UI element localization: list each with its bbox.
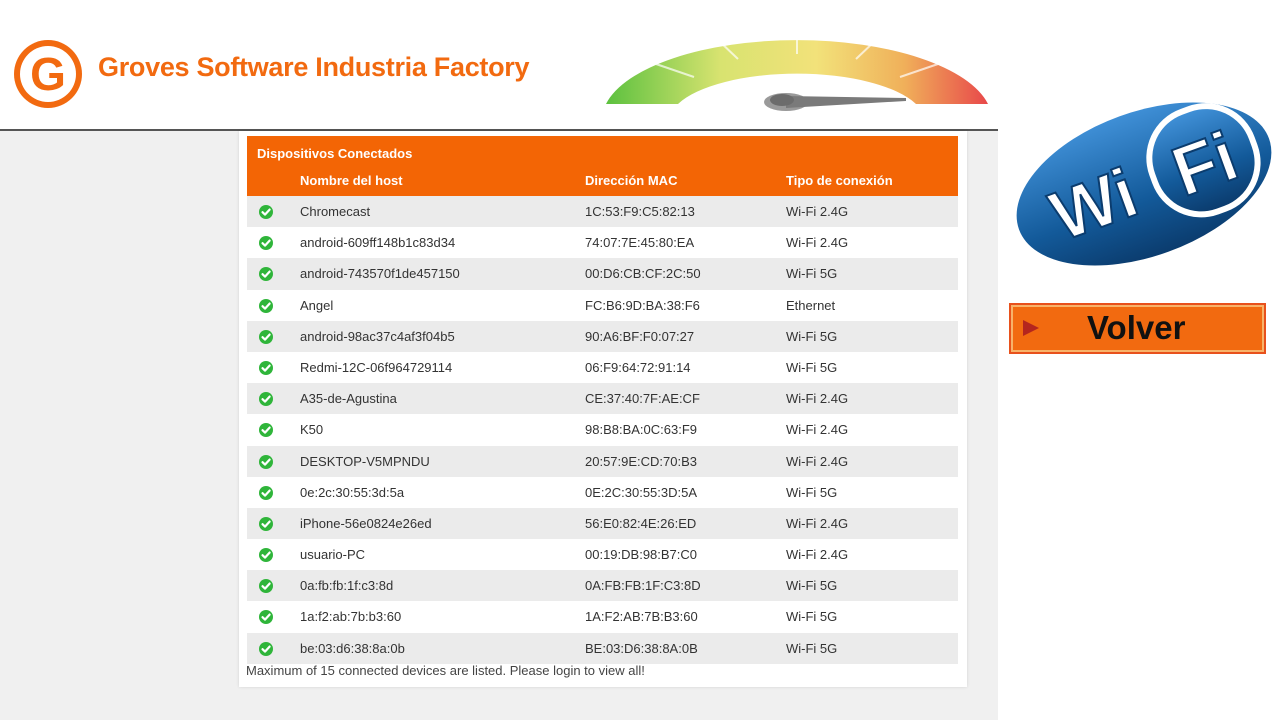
cell-host: K50 [300,422,324,438]
table-title: Dispositivos Conectados [257,146,413,161]
cell-host: Angel [300,297,334,313]
cell-mac: 74:07:7E:45:80:EA [585,235,695,251]
cell-connection-type: Wi-Fi 5G [786,328,838,344]
connected-devices-panel: Dispositivos Conectados Nombre del host … [239,131,967,687]
cell-host: 0e:2c:30:55:3d:5a [300,484,405,500]
check-circle-icon [259,548,273,563]
header-divider [0,129,998,131]
cell-connection-type: Wi-Fi 5G [786,484,838,500]
cell-mac: 20:57:9E:CD:70:B3 [585,453,698,469]
check-circle-icon [259,516,273,531]
table-row: 0e:2c:30:55:3d:5a 0E:2C:30:55:3D:5A Wi-Fi … [247,476,958,508]
cell-mac: 1C:53:F9:C5:82:13 [585,204,695,219]
check-circle-icon [259,329,273,344]
check-circle-icon [259,298,273,313]
column-header-mac: Dirección MAC [585,173,678,188]
cell-connection-type: Wi-Fi 5G [786,266,838,282]
check-circle-icon [259,485,273,500]
check-circle-icon [259,454,273,469]
speedometer-icon [606,31,988,111]
cell-host: DESKTOP-V5MPNDU [300,453,430,469]
brand-logo-icon: G [14,40,82,108]
check-circle-icon [259,360,273,375]
brand-name: Groves Software Industria Factory [98,52,530,82]
cell-mac: 00:D6:CB:CF:2C:50 [585,266,701,282]
cell-connection-type: Wi-Fi 5G [786,640,838,656]
cell-connection-type: Wi-Fi 5G [786,359,838,375]
cell-host: Chromecast [300,204,371,219]
cell-mac: BE:03:D6:38:8A:0B [585,640,698,656]
triangle-right-icon [1023,320,1039,336]
table-row: android-743570f1de457150 00:D6:CB:CF:2C:5… [247,258,958,290]
table-row: iPhone-56e0824e26ed 56:E0:82:4E:26:ED Wi-F… [247,507,958,540]
table-row: 1a:f2:ab:7b:b3:60 1A:F2:AB:7B:B3:60 Wi-Fi … [247,601,958,633]
check-circle-icon [259,236,273,251]
cell-host: be:03:d6:38:8a:0b [300,640,405,656]
back-button-label: Volver [1087,309,1186,346]
cell-connection-type: Wi-Fi 2.4G [786,453,849,469]
table-row: K50 98:B8:BA:0C:63:F9 Wi-Fi 2.4G [247,414,958,446]
cell-mac: 06:F9:64:72:91:14 [585,359,691,375]
table-row: Redmi-12C-06f964729114 06:F9:64:72:91:14 W… [247,351,958,384]
check-circle-icon [259,610,273,625]
cell-connection-type: Wi-Fi 2.4G [786,422,849,438]
cell-connection-type: Wi-Fi 2.4G [786,204,849,219]
wifi-logo: Wi Fi [1016,102,1272,266]
cell-host: android-743570f1de457150 [300,266,460,282]
cell-mac: 56:E0:82:4E:26:ED [585,515,697,531]
table-row: DESKTOP-V5MPNDU 20:57:9E:CD:70:B3 Wi-Fi 2.… [247,445,958,477]
cell-connection-type: Wi-Fi 2.4G [786,391,849,407]
table-row: usuario-PC 00:19:DB:98:B7:C0 Wi-Fi 2.4G [247,539,958,571]
svg-text:G: G [30,48,66,100]
cell-mac: 1A:F2:AB:7B:B3:60 [585,609,698,625]
column-header-host: Nombre del host [300,173,403,188]
cell-mac: 98:B8:BA:0C:63:F9 [585,422,698,438]
table-row: android-609ff148b1c83d34 74:07:7E:45:80:E… [247,227,958,259]
cell-connection-type: Ethernet [786,297,836,313]
list-limit-note: Maximum of 15 connected devices are list… [246,663,645,678]
cell-connection-type: Wi-Fi 5G [786,578,838,594]
check-circle-icon [259,267,273,282]
back-button[interactable]: Volver [1009,303,1266,354]
check-circle-icon [259,423,273,438]
cell-mac: FC:B6:9D:BA:38:F6 [585,297,700,313]
table-row: android-98ac37c4af3f04b5 90:A6:BF:F0:07:2… [247,320,958,352]
cell-connection-type: Wi-Fi 2.4G [786,547,849,563]
table-row: Chromecast 1C:53:F9:C5:82:13 Wi-Fi 2.4G [247,196,958,228]
check-circle-icon [259,641,273,656]
cell-mac: CE:37:40:7F:AE:CF [585,391,700,407]
cell-host: iPhone-56e0824e26ed [300,515,432,531]
cell-host: android-609ff148b1c83d34 [300,235,456,251]
table-row: be:03:d6:38:8a:0b BE:03:D6:38:8A:0B Wi-Fi … [247,632,958,664]
cell-host: usuario-PC [300,547,366,563]
check-circle-icon [259,392,273,407]
cell-connection-type: Wi-Fi 5G [786,609,838,625]
cell-host: A35-de-Agustina [300,391,397,407]
cell-mac: 90:A6:BF:F0:07:27 [585,328,695,344]
cell-mac: 00:19:DB:98:B7:C0 [585,547,698,563]
cell-host: 1a:f2:ab:7b:b3:60 [300,609,402,625]
check-circle-icon [259,205,273,219]
table-row: A35-de-Agustina CE:37:40:7F:AE:CF Wi-Fi 2.… [247,383,958,415]
cell-host: android-98ac37c4af3f04b5 [300,328,455,344]
cell-connection-type: Wi-Fi 2.4G [786,235,849,251]
cell-connection-type: Wi-Fi 2.4G [786,515,849,531]
cell-host: Redmi-12C-06f964729114 [300,359,453,375]
cell-mac: 0A:FB:FB:1F:C3:8D [585,578,701,594]
cell-host: 0a:fb:fb:1f:c3:8d [300,578,394,594]
check-circle-icon [259,579,273,594]
table-row: Angel FC:B6:9D:BA:38:F6 Ethernet [247,289,958,321]
devices-table-body: Chromecast 1C:53:F9:C5:82:13 Wi-Fi 2.4G and… [247,196,958,664]
table-row: 0a:fb:fb:1f:c3:8d 0A:FB:FB:1F:C3:8D Wi-Fi … [247,570,958,602]
table-header: Dispositivos Conectados Nombre del host … [247,136,958,196]
column-header-type: Tipo de conexión [786,173,893,188]
header: G Groves Software Industria Factory [0,0,998,130]
cell-mac: 0E:2C:30:55:3D:5A [585,484,698,500]
